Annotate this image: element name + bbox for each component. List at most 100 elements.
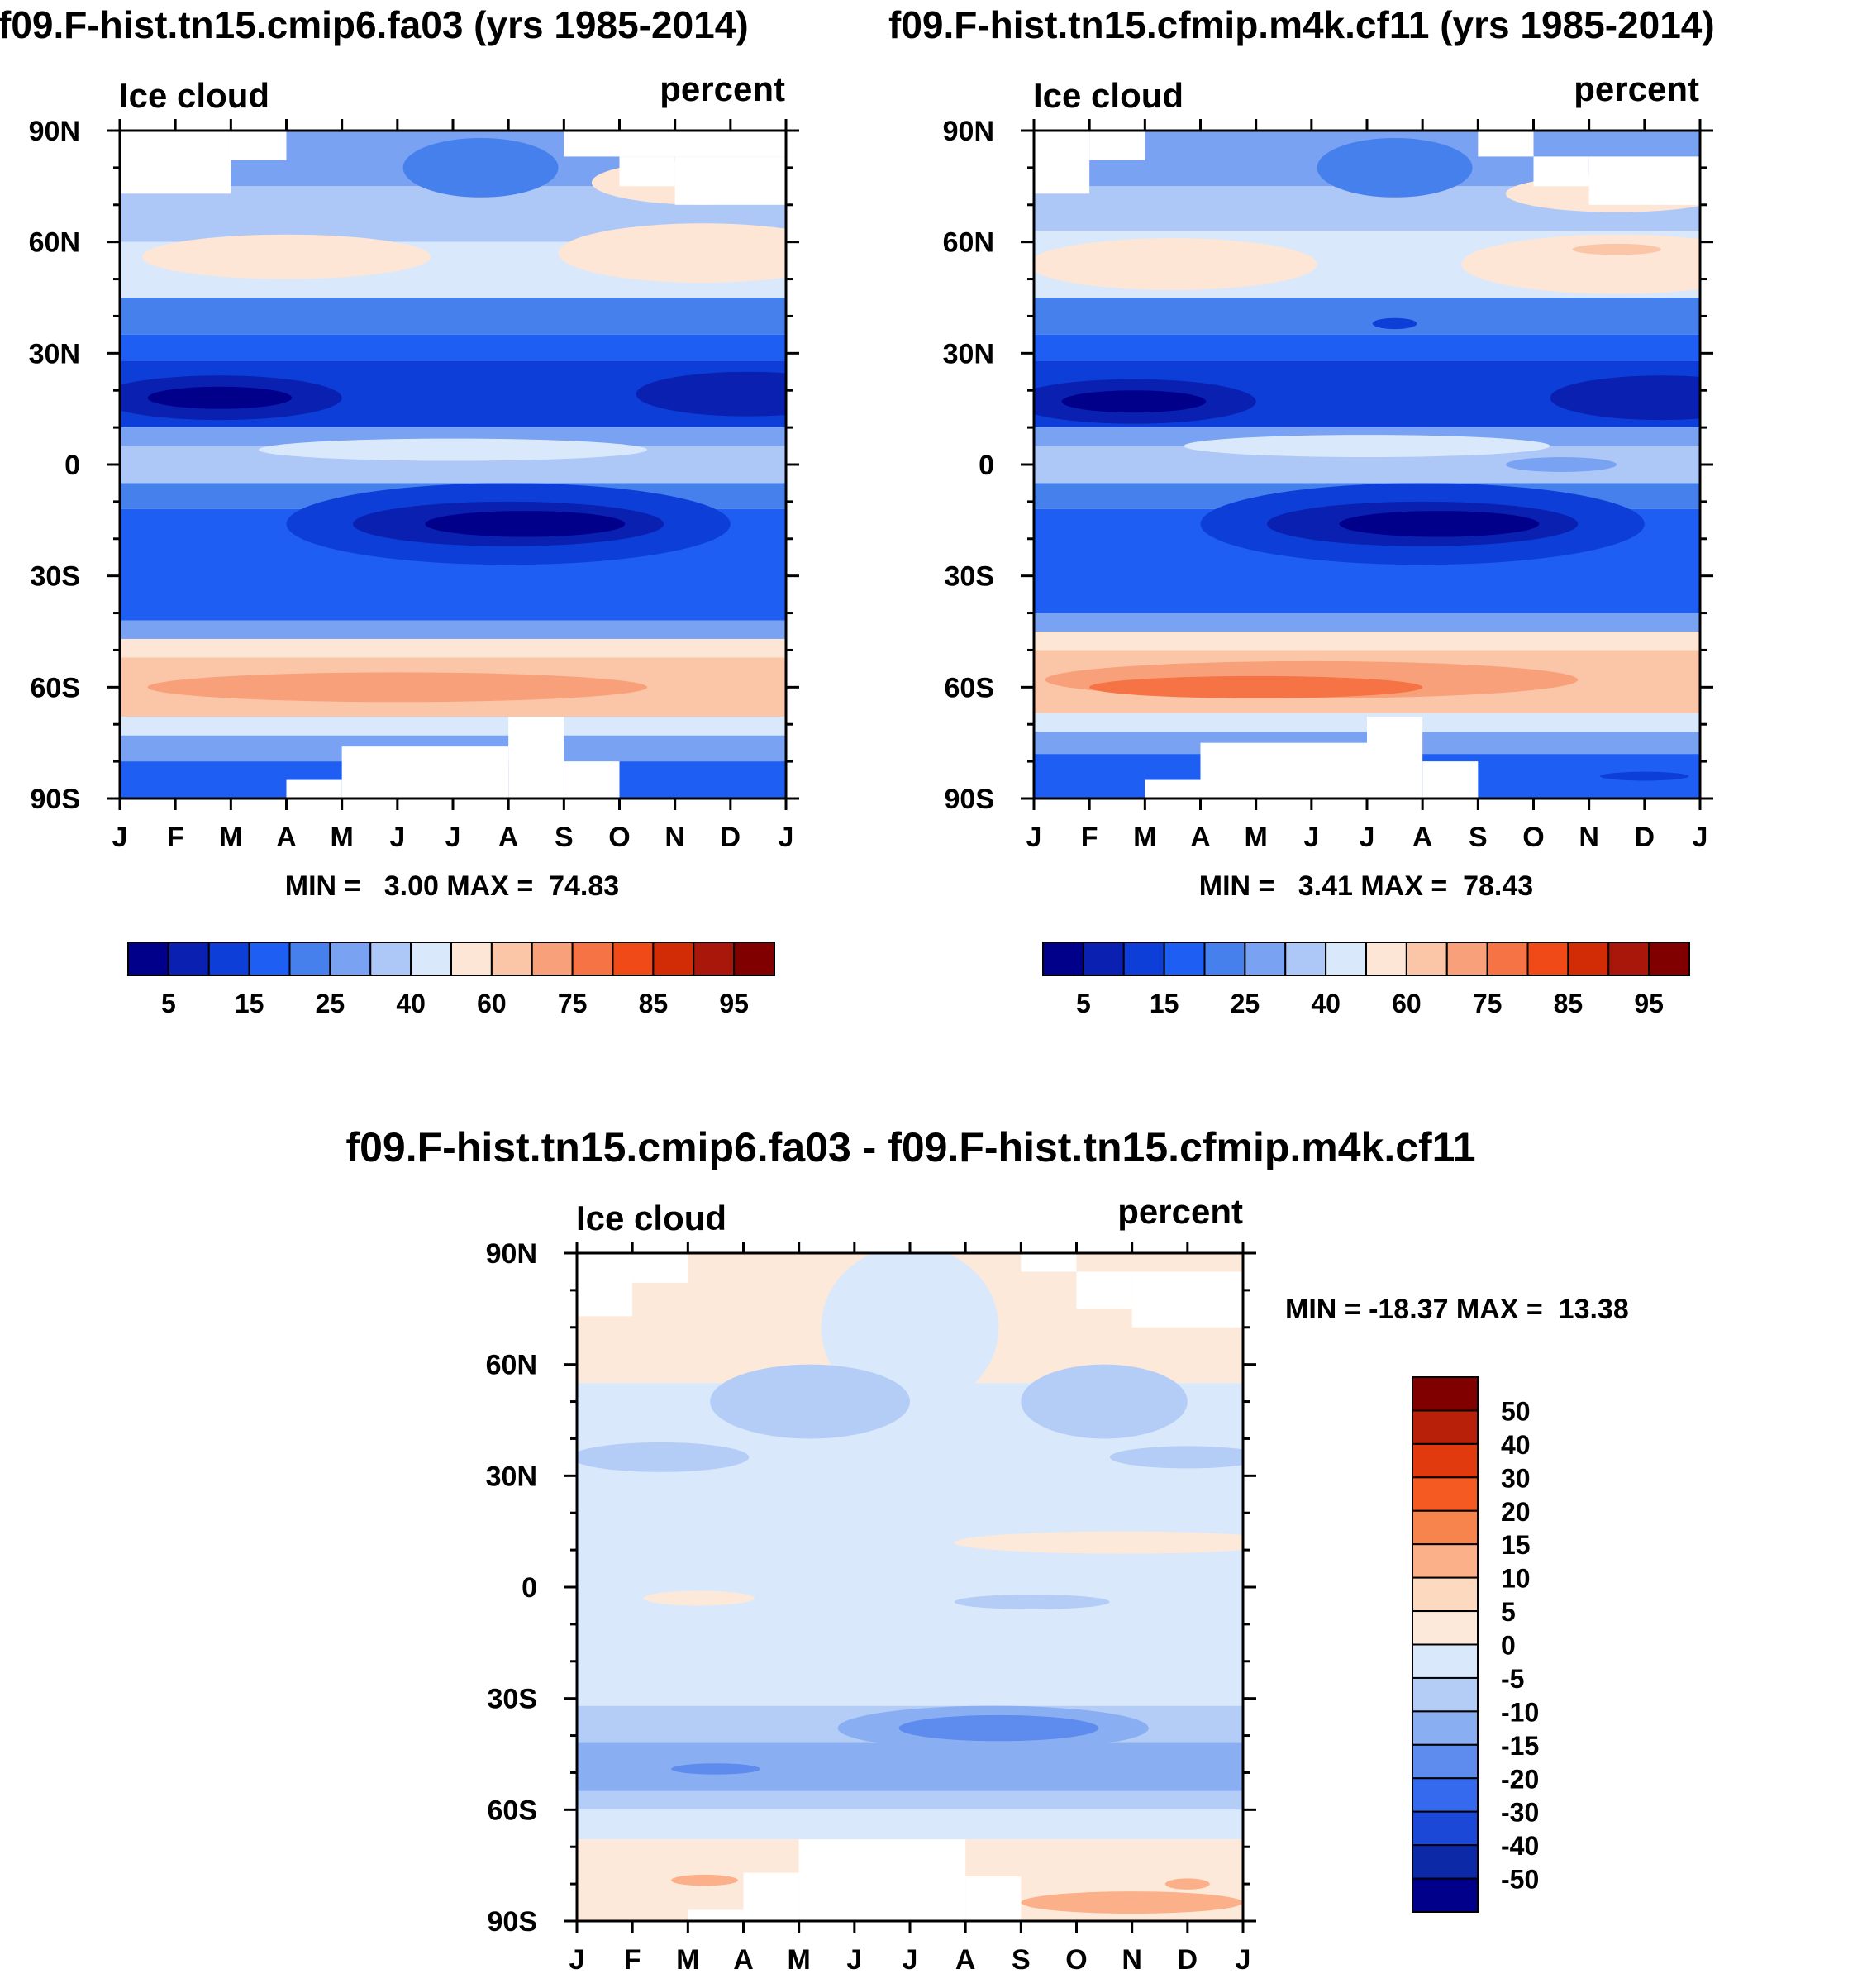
colorbar-box <box>652 942 695 976</box>
colorbar-label: 95 <box>1634 989 1664 1018</box>
colorbar-label: -5 <box>1501 1664 1524 1694</box>
colorbar-label: 40 <box>396 989 426 1018</box>
colorbar-box <box>1486 942 1529 976</box>
x-tick-label: J <box>903 1944 918 1976</box>
missing-data-mask <box>688 1909 744 1921</box>
y-tick-label: 90S <box>945 784 995 815</box>
x-tick-label: O <box>1522 822 1544 853</box>
colorbar-label: -40 <box>1501 1831 1539 1861</box>
contour-region <box>821 1253 999 1409</box>
contour-region <box>1372 317 1417 330</box>
colorbar-box <box>329 942 372 976</box>
contour-region <box>425 511 626 537</box>
colorbar-label: 95 <box>719 989 749 1018</box>
missing-data-mask <box>1076 1271 1132 1309</box>
contour-band <box>120 717 786 736</box>
contour-region <box>1089 675 1423 698</box>
x-tick-label: S <box>555 822 574 853</box>
contour-region <box>643 1590 755 1606</box>
colorbar-box <box>1567 942 1610 976</box>
contour-field <box>577 1253 1243 1921</box>
contour-region <box>1109 1446 1243 1469</box>
field-layer <box>120 131 786 799</box>
colorbar-label: 20 <box>1501 1497 1531 1527</box>
contour-region <box>1505 457 1617 472</box>
colorbar-box <box>571 942 614 976</box>
contour-region <box>1021 1364 1188 1439</box>
panel-experiment: f09.F-hist.tn15.cfmip.m4k.cf11 (yrs 1985… <box>888 3 1715 1018</box>
colorbar-box <box>1163 942 1206 976</box>
y-tick-label: 60S <box>488 1795 538 1826</box>
x-tick-label: J <box>1236 1944 1251 1976</box>
contour-region <box>710 1364 910 1439</box>
x-tick-label: N <box>664 822 685 853</box>
y-tick-label: 90N <box>486 1238 537 1270</box>
x-tick-label: J <box>1303 822 1319 853</box>
x-tick-label: O <box>1065 1944 1087 1976</box>
missing-data-mask <box>632 1253 688 1283</box>
y-tick-label: 60N <box>943 227 994 259</box>
colorbar-label: 40 <box>1501 1430 1531 1460</box>
units-label: percent <box>1574 69 1699 108</box>
contour-band <box>577 1790 1243 1810</box>
x-tick-label: A <box>276 822 297 853</box>
contour-band <box>120 620 786 639</box>
x-tick-label: M <box>676 1944 699 1976</box>
missing-data-mask <box>1367 717 1423 799</box>
x-tick-label: N <box>1122 1944 1142 1976</box>
colorbar-box <box>1122 942 1165 976</box>
contour-region <box>1600 771 1689 781</box>
x-tick-label: J <box>389 822 405 853</box>
colorbar-box <box>127 942 169 976</box>
colorbar-box <box>167 942 210 976</box>
colorbar-box <box>1365 942 1407 976</box>
x-tick-label: O <box>608 822 630 853</box>
contour-region <box>402 137 559 198</box>
y-tick-label: 60S <box>31 672 81 703</box>
x-tick-label: M <box>1133 822 1156 853</box>
contour-region <box>258 438 648 461</box>
field-layer <box>1034 131 1700 799</box>
x-tick-label: A <box>1190 822 1211 853</box>
colorbar-box <box>531 942 574 976</box>
x-tick-label: S <box>1469 822 1488 853</box>
colorbar-box <box>1412 1409 1479 1445</box>
contour-region <box>577 1442 750 1472</box>
ice-cloud-label: Ice cloud <box>1033 76 1184 115</box>
x-tick-label: A <box>955 1944 976 1976</box>
colorbar-box <box>1412 1543 1479 1579</box>
colorbar-label: 15 <box>1501 1530 1531 1560</box>
colorbar-box <box>1412 1743 1479 1780</box>
min-max-label: MIN = 3.00 MAX = 74.83 <box>285 870 619 902</box>
contour-band <box>1034 298 1700 335</box>
missing-data-mask <box>1478 131 1534 157</box>
min-max-label: MIN = 3.41 MAX = 78.43 <box>1199 870 1533 902</box>
missing-data-mask <box>743 1872 799 1921</box>
contour-band <box>1034 613 1700 632</box>
colorbar-box <box>1526 942 1569 976</box>
colorbar-box <box>1412 1509 1479 1546</box>
y-tick-label: 60N <box>486 1350 537 1381</box>
missing-data-mask <box>286 779 342 799</box>
y-tick-label: 30N <box>943 338 994 369</box>
ice-cloud-label: Ice cloud <box>119 76 269 115</box>
x-tick-label: A <box>1412 822 1433 853</box>
contour-field <box>1034 131 1700 799</box>
y-tick-label: 30N <box>29 338 80 369</box>
y-tick-label: 30S <box>31 561 81 593</box>
colorbar-label: 60 <box>477 989 507 1018</box>
ice-cloud-label: Ice cloud <box>576 1199 726 1237</box>
y-tick-label: 0 <box>979 450 994 481</box>
colorbar-label: 85 <box>639 989 669 1018</box>
colorbar-box <box>733 942 775 976</box>
missing-data-mask <box>1089 131 1145 160</box>
contour-region <box>558 223 786 284</box>
missing-data-mask <box>1131 1271 1243 1328</box>
axes: J F M A M J J A S O N D J 90N 60N 30N 0 30S 60S 90S <box>943 116 1713 853</box>
y-tick-label: 0 <box>64 450 80 481</box>
colorbar-box <box>1445 942 1488 976</box>
colorbar-label: 25 <box>316 989 345 1018</box>
contour-region <box>1061 390 1207 413</box>
